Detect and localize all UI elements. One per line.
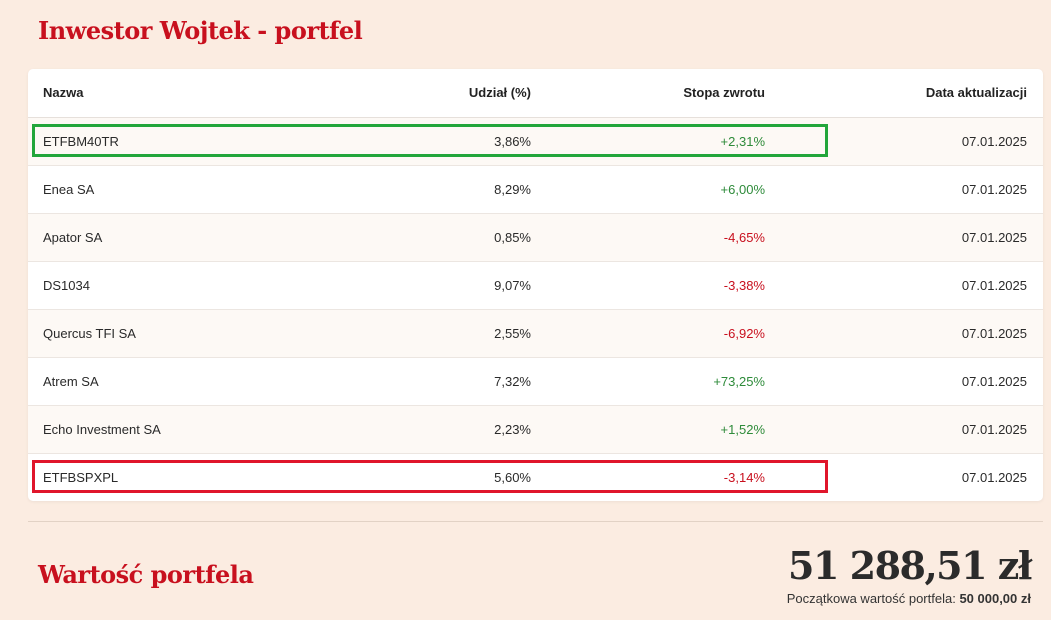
asset-name[interactable]: Apator SA: [43, 229, 103, 245]
asset-return: -4,65%: [723, 229, 765, 245]
asset-return: -3,14%: [723, 469, 765, 485]
asset-update-date: 07.01.2025: [961, 133, 1027, 149]
asset-name[interactable]: ETFBSPXPL: [43, 469, 119, 485]
asset-share: 2,23%: [494, 421, 531, 437]
asset-update-date: 07.01.2025: [961, 325, 1027, 341]
asset-update-date: 07.01.2025: [961, 373, 1027, 389]
page-title: Inwestor Wojtek - portfel: [38, 16, 363, 45]
asset-share: 9,07%: [494, 277, 531, 293]
portfolio-table: Nazwa Udział (%) Stopa zwrotu Data aktua…: [28, 69, 1043, 501]
asset-update-date: 07.01.2025: [961, 229, 1027, 245]
asset-return: +1,52%: [720, 421, 765, 437]
initial-value-amount: 50 000,00 zł: [959, 591, 1031, 606]
asset-return: +2,31%: [720, 133, 765, 149]
asset-update-date: 07.01.2025: [961, 181, 1027, 197]
portfolio-table-card: Nazwa Udział (%) Stopa zwrotu Data aktua…: [28, 69, 1043, 501]
asset-share: 8,29%: [494, 181, 531, 197]
asset-return: -3,38%: [723, 277, 765, 293]
asset-share: 5,60%: [494, 469, 531, 485]
table-row[interactable]: Quercus TFI SA 2,55% -6,92% 07.01.2025: [28, 309, 1043, 357]
column-header-return[interactable]: Stopa zwrotu: [531, 69, 765, 118]
asset-return: +6,00%: [720, 181, 765, 197]
asset-name[interactable]: Quercus TFI SA: [43, 325, 136, 341]
table-row[interactable]: DS1034 9,07% -3,38% 07.01.2025: [28, 261, 1043, 309]
table-row[interactable]: Atrem SA 7,32% +73,25% 07.01.2025: [28, 357, 1043, 405]
column-header-share[interactable]: Udział (%): [443, 69, 531, 118]
asset-update-date: 07.01.2025: [961, 277, 1027, 293]
table-row[interactable]: Echo Investment SA 2,23% +1,52% 07.01.20…: [28, 405, 1043, 453]
asset-update-date: 07.01.2025: [961, 469, 1027, 485]
asset-share: 2,55%: [494, 325, 531, 341]
column-header-date[interactable]: Data aktualizacji: [765, 69, 1043, 118]
asset-name[interactable]: Atrem SA: [43, 373, 99, 389]
asset-name[interactable]: Enea SA: [43, 181, 95, 197]
table-row[interactable]: ETFBM40TR 3,86% +2,31% 07.01.2025: [28, 117, 1043, 165]
initial-value-label: Początkowa wartość portfela:: [786, 591, 956, 606]
asset-return: +73,25%: [713, 373, 765, 389]
section-divider: [28, 521, 1043, 522]
asset-return: -6,92%: [723, 325, 765, 341]
asset-share: 0,85%: [494, 229, 531, 245]
initial-portfolio-value: Początkowa wartość portfela: 50 000,00 z…: [787, 591, 1031, 606]
portfolio-value-title: Wartość portfela: [38, 560, 254, 589]
table-header-row: Nazwa Udział (%) Stopa zwrotu Data aktua…: [28, 69, 1043, 118]
asset-share: 7,32%: [494, 373, 531, 389]
table-row[interactable]: Apator SA 0,85% -4,65% 07.01.2025: [28, 213, 1043, 261]
portfolio-value-amount: 51 288,51 zł: [788, 543, 1032, 588]
table-row[interactable]: ETFBSPXPL 5,60% -3,14% 07.01.2025: [28, 453, 1043, 501]
asset-update-date: 07.01.2025: [961, 421, 1027, 437]
asset-name[interactable]: ETFBM40TR: [43, 133, 119, 149]
asset-name[interactable]: Echo Investment SA: [43, 421, 161, 437]
asset-name[interactable]: DS1034: [43, 277, 90, 293]
asset-share: 3,86%: [494, 133, 531, 149]
table-row[interactable]: Enea SA 8,29% +6,00% 07.01.2025: [28, 165, 1043, 213]
column-header-name[interactable]: Nazwa: [28, 69, 443, 118]
